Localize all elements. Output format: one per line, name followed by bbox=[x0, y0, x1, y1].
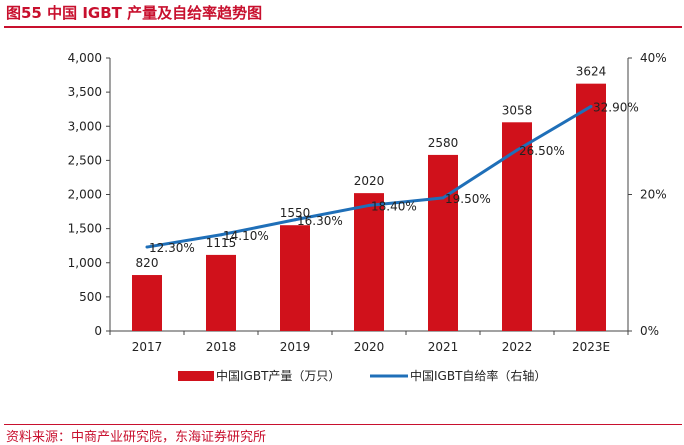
source-note: 资料来源：中商产业研究院，东海证券研究所 bbox=[6, 430, 267, 445]
y-left-tick-label: 4,000 bbox=[68, 51, 102, 65]
bar bbox=[132, 275, 162, 331]
line-point bbox=[515, 148, 519, 152]
line-point bbox=[219, 233, 223, 237]
x-tick-label: 2023E bbox=[572, 340, 610, 354]
bar bbox=[576, 83, 606, 331]
bar-value-label: 2020 bbox=[354, 174, 385, 188]
x-tick-label: 2019 bbox=[280, 340, 311, 354]
y-left-tick-label: 1,000 bbox=[68, 256, 102, 270]
line-point bbox=[441, 196, 445, 200]
bar-value-label: 3058 bbox=[502, 103, 533, 117]
y-left-tick-label: 2,000 bbox=[68, 188, 102, 202]
y-left-tick-label: 1,500 bbox=[68, 222, 102, 236]
bar-series bbox=[132, 83, 606, 331]
line-value-label: 14.10% bbox=[223, 229, 269, 243]
bar bbox=[206, 254, 236, 331]
bar-value-label: 1115 bbox=[206, 236, 237, 250]
line-point bbox=[293, 218, 297, 222]
bar-value-label: 2580 bbox=[428, 136, 459, 150]
y-right-tick-label: 40% bbox=[640, 51, 667, 65]
bar bbox=[280, 225, 310, 331]
y-left-tick-label: 3,000 bbox=[68, 119, 102, 133]
source-divider bbox=[4, 424, 682, 425]
y-right-tick-label: 0% bbox=[640, 324, 659, 338]
data-labels: 820 1115 1550 2020 2580 3058 3624 12.30% 14.10% 1… bbox=[136, 65, 639, 270]
line-value-label: 16.30% bbox=[297, 214, 343, 228]
bar-value-label: 820 bbox=[136, 256, 159, 270]
bar-value-label: 1550 bbox=[280, 206, 311, 220]
line-value-label: 12.30% bbox=[149, 241, 195, 255]
bar bbox=[428, 154, 458, 331]
legend: 中国IGBT产量（万只） 中国IGBT自给率（右轴） bbox=[178, 368, 546, 383]
y-right-tick-label: 20% bbox=[640, 188, 667, 202]
figure-title: 图55 中国 IGBT 产量及自给率趋势图 bbox=[6, 4, 263, 22]
line-value-label: 26.50% bbox=[519, 144, 565, 158]
x-tick-label: 2020 bbox=[354, 340, 385, 354]
line-point bbox=[367, 203, 371, 207]
line-value-label: 19.50% bbox=[445, 192, 491, 206]
legend-bar-label: 中国IGBT产量（万只） bbox=[216, 368, 340, 383]
title-divider bbox=[4, 26, 682, 28]
legend-bar-swatch bbox=[178, 371, 214, 381]
x-tick-label: 2018 bbox=[206, 340, 237, 354]
line-point bbox=[589, 104, 593, 108]
line-point bbox=[145, 245, 149, 249]
y-left-tick-label: 500 bbox=[79, 290, 102, 304]
y-left-tick-label: 2,500 bbox=[68, 153, 102, 167]
bar bbox=[354, 193, 384, 331]
x-tick-label: 2022 bbox=[502, 340, 533, 354]
y-left-tick-label: 0 bbox=[94, 324, 102, 338]
legend-line-label: 中国IGBT自给率（右轴） bbox=[410, 368, 546, 383]
line-value-label: 32.90% bbox=[593, 100, 639, 114]
axes: 0 500 1,000 1,500 2,000 2,500 3,000 3,500 4,000 0… bbox=[68, 51, 667, 354]
x-tick-label: 2021 bbox=[428, 340, 459, 354]
bar-value-label: 3624 bbox=[576, 65, 607, 79]
y-left-tick-label: 3,500 bbox=[68, 85, 102, 99]
line-value-label: 18.40% bbox=[371, 199, 417, 213]
x-tick-label: 2017 bbox=[132, 340, 163, 354]
line-series bbox=[145, 104, 593, 249]
